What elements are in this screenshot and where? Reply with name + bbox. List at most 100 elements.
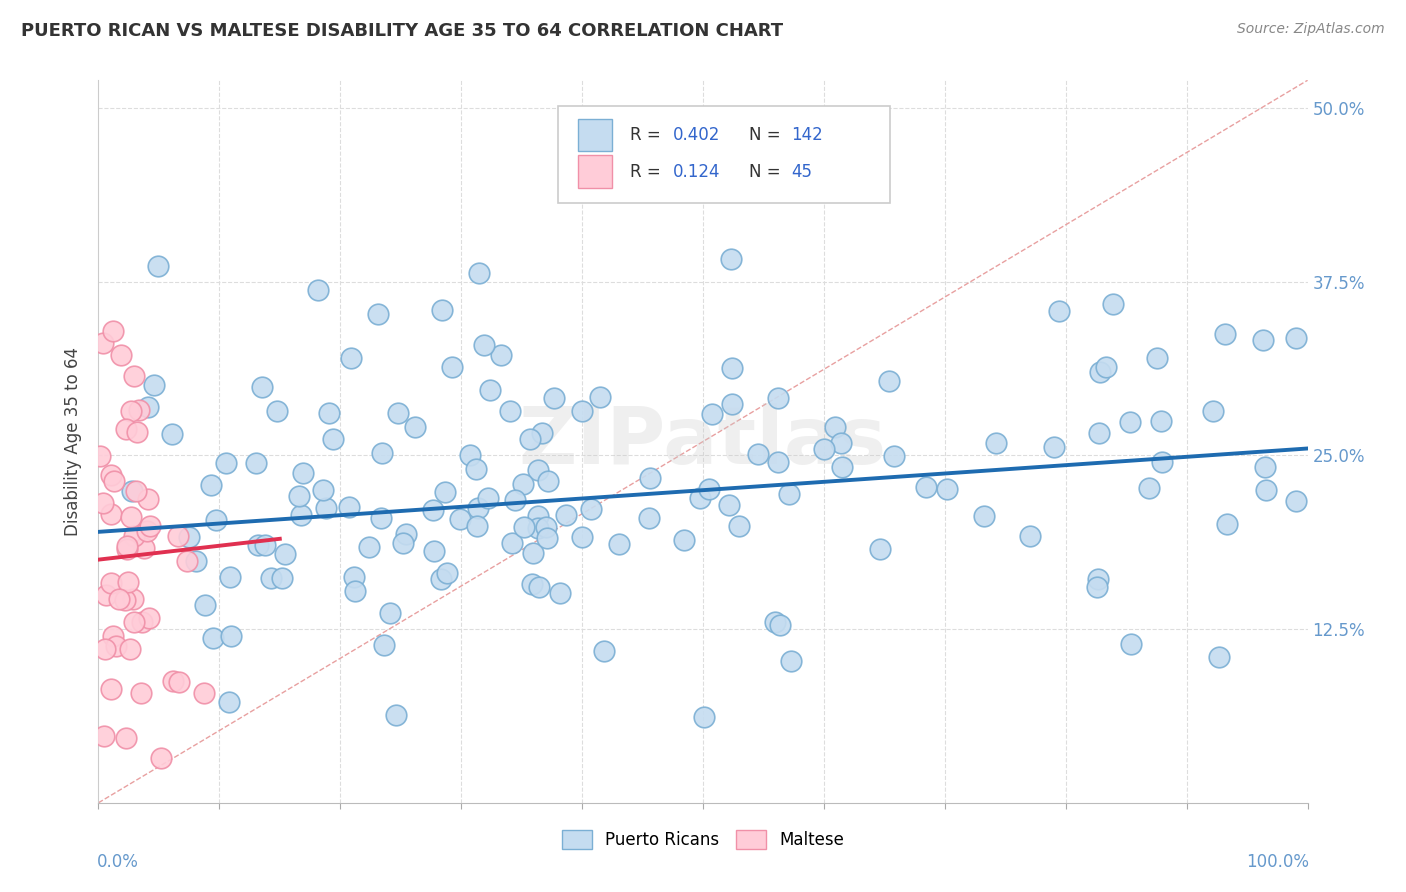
Point	[1019, 529, 1042, 543]
Point	[512, 476, 534, 491]
Point	[384, 707, 406, 722]
Point	[472, 338, 495, 352]
Point	[120, 404, 142, 418]
Point	[1201, 404, 1223, 418]
Point	[132, 541, 155, 555]
Point	[1285, 331, 1308, 345]
Point	[122, 591, 145, 606]
Point	[114, 593, 136, 607]
Point	[291, 467, 314, 481]
Point	[344, 583, 367, 598]
Legend: Puerto Ricans, Maltese: Puerto Ricans, Maltese	[555, 823, 851, 856]
Point	[312, 483, 335, 497]
Point	[720, 361, 742, 376]
Point	[218, 694, 240, 708]
Text: 0.124: 0.124	[672, 162, 720, 181]
Point	[160, 426, 183, 441]
Point	[1152, 455, 1174, 469]
Point	[718, 498, 741, 512]
Text: 45: 45	[792, 162, 813, 181]
Point	[378, 606, 401, 620]
Point	[883, 449, 905, 463]
Point	[503, 493, 526, 508]
Point	[766, 392, 789, 406]
Point	[193, 686, 215, 700]
Point	[513, 520, 536, 534]
Point	[693, 710, 716, 724]
Point	[589, 390, 612, 404]
Point	[747, 447, 769, 461]
Point	[720, 252, 742, 267]
Point	[536, 531, 558, 545]
Point	[449, 512, 471, 526]
Point	[778, 487, 800, 501]
Point	[548, 586, 571, 600]
Point	[107, 591, 129, 606]
Point	[689, 491, 711, 505]
Point	[465, 461, 488, 475]
Point	[436, 566, 458, 580]
Point	[607, 536, 630, 550]
Point	[1121, 637, 1143, 651]
Point	[215, 456, 238, 470]
Point	[1285, 493, 1308, 508]
Point	[100, 508, 122, 522]
Point	[260, 571, 283, 585]
Point	[266, 403, 288, 417]
Point	[530, 426, 553, 441]
Point	[1087, 572, 1109, 586]
Point	[877, 374, 900, 388]
Point	[1146, 351, 1168, 365]
Point	[337, 500, 360, 514]
Point	[779, 655, 801, 669]
Point	[205, 513, 228, 527]
Point	[763, 615, 786, 629]
Point	[422, 544, 444, 558]
Point	[527, 580, 550, 594]
Point	[186, 554, 208, 568]
Point	[202, 631, 225, 645]
Point	[1137, 481, 1160, 495]
Point	[813, 442, 835, 456]
Point	[699, 483, 721, 497]
Point	[1088, 425, 1111, 440]
Point	[142, 378, 165, 392]
Point	[430, 303, 453, 318]
Point	[367, 307, 389, 321]
Point	[271, 571, 294, 585]
Point	[115, 542, 138, 557]
Bar	[578, 155, 613, 188]
Point	[100, 682, 122, 697]
Point	[115, 731, 138, 746]
Point	[768, 455, 790, 469]
Point	[125, 484, 148, 499]
Point	[167, 674, 190, 689]
Point	[176, 554, 198, 568]
Point	[100, 467, 122, 482]
Point	[1254, 460, 1277, 475]
Text: R =: R =	[630, 126, 666, 144]
Bar	[578, 119, 613, 151]
Point	[110, 348, 132, 362]
Point	[307, 283, 329, 297]
Point	[973, 509, 995, 524]
Point	[769, 617, 792, 632]
Point	[122, 369, 145, 384]
Point	[477, 491, 499, 505]
Text: 100.0%: 100.0%	[1246, 854, 1309, 871]
Point	[1118, 416, 1140, 430]
Text: Source: ZipAtlas.com: Source: ZipAtlas.com	[1237, 22, 1385, 37]
Text: ZIPatlas: ZIPatlas	[519, 402, 887, 481]
Text: 142: 142	[792, 126, 823, 144]
Point	[101, 629, 124, 643]
Point	[91, 495, 114, 509]
Point	[831, 459, 853, 474]
Point	[200, 477, 222, 491]
Point	[124, 615, 146, 630]
Point	[441, 360, 464, 375]
Point	[117, 574, 139, 589]
Point	[387, 405, 409, 419]
Point	[91, 336, 114, 351]
Point	[394, 527, 416, 541]
Point	[527, 463, 550, 477]
